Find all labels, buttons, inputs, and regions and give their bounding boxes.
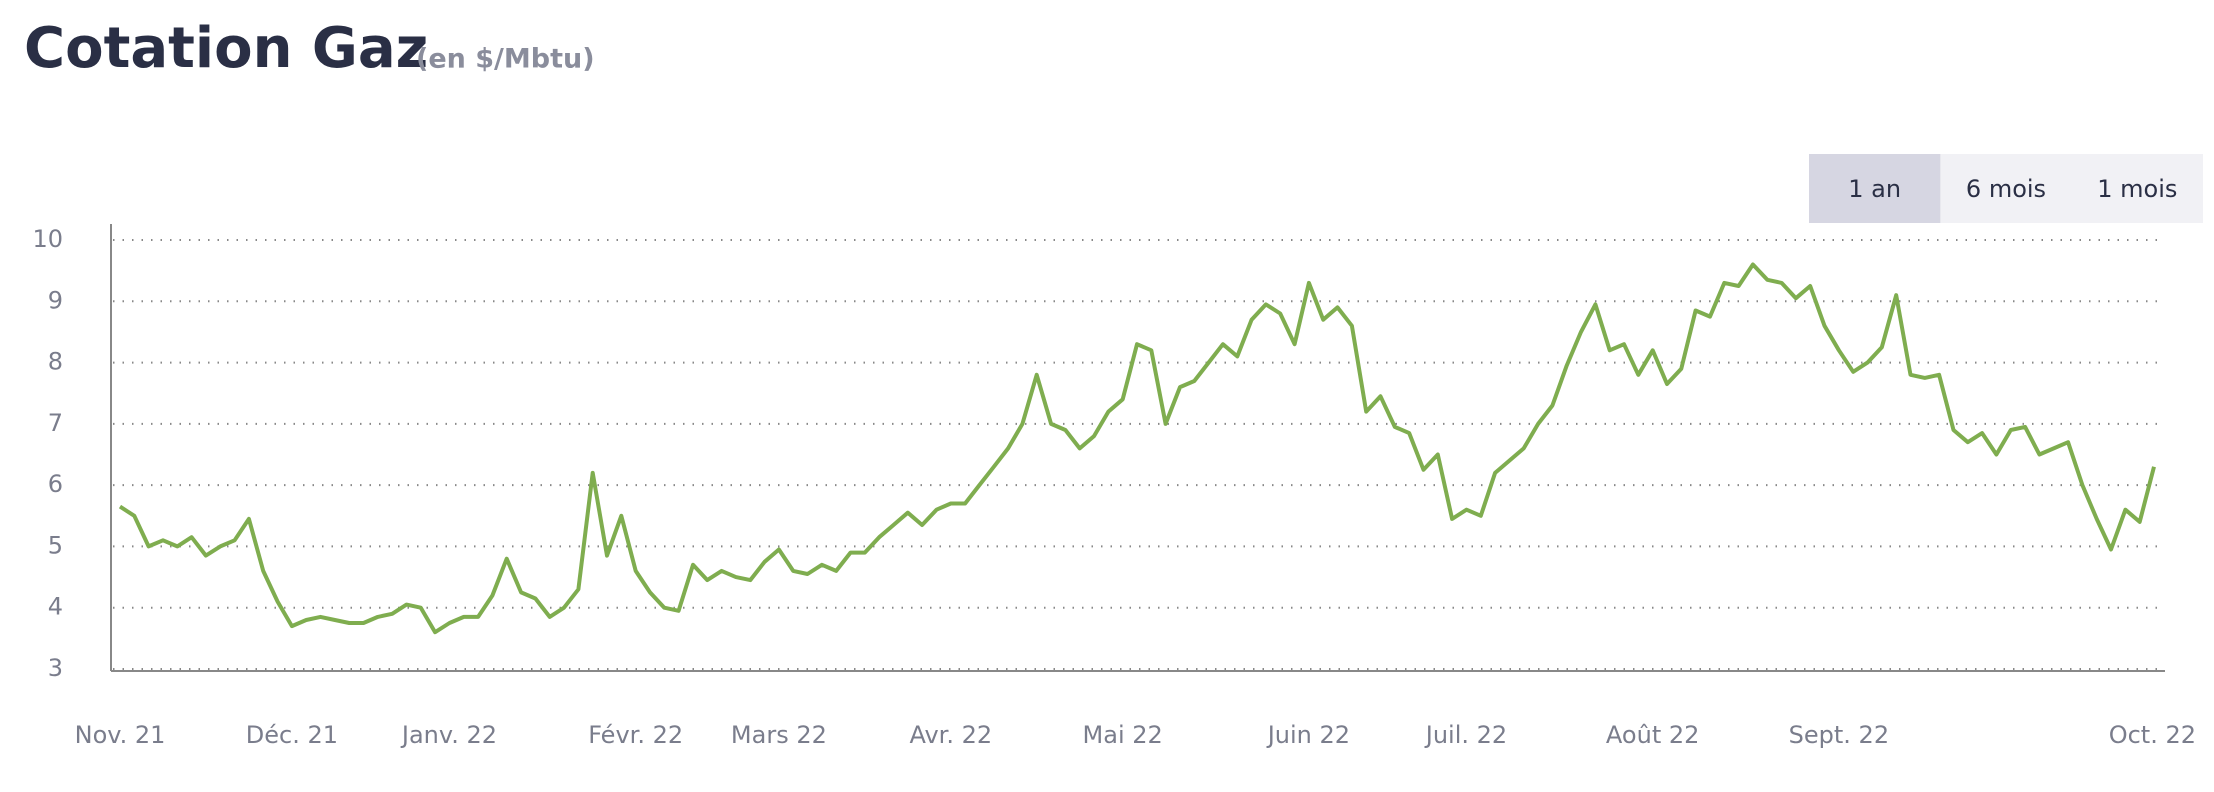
y-tick-label: 6: [48, 470, 63, 498]
range-button[interactable]: 1 an: [1848, 175, 1901, 203]
range-button[interactable]: 1 mois: [2097, 175, 2177, 203]
x-tick-label: Août 22: [1606, 721, 1699, 749]
y-tick-label: 9: [48, 286, 63, 314]
y-tick-label: 4: [48, 593, 63, 621]
price-line: [118, 262, 2156, 635]
y-tick-label: 5: [48, 531, 63, 559]
x-tick-label: Nov. 21: [75, 721, 166, 749]
button-active-bg: [1809, 154, 1941, 223]
y-tick-label: 3: [48, 654, 63, 682]
x-tick-label: Févr. 22: [588, 721, 683, 749]
x-tick-label: Sept. 22: [1789, 721, 1889, 749]
y-tick-label: 10: [32, 225, 63, 253]
x-tick-label: Janv. 22: [400, 721, 497, 749]
y-tick-label: 7: [48, 409, 63, 437]
subtitle: (en $/Mbtu): [416, 44, 595, 75]
range-button[interactable]: 6 mois: [1966, 175, 2046, 203]
x-tick-label: Oct. 22: [2109, 721, 2196, 749]
x-tick-label: Déc. 21: [246, 721, 338, 749]
x-tick-label: Avr. 22: [909, 721, 992, 749]
x-tick-label: Mars 22: [731, 721, 827, 749]
y-tick-label: 8: [48, 348, 63, 376]
x-tick-label: Mai 22: [1083, 721, 1163, 749]
title: Cotation Gaz: [24, 16, 428, 81]
x-tick-label: Juin 22: [1266, 721, 1350, 749]
x-tick-label: Juil. 22: [1424, 721, 1507, 749]
